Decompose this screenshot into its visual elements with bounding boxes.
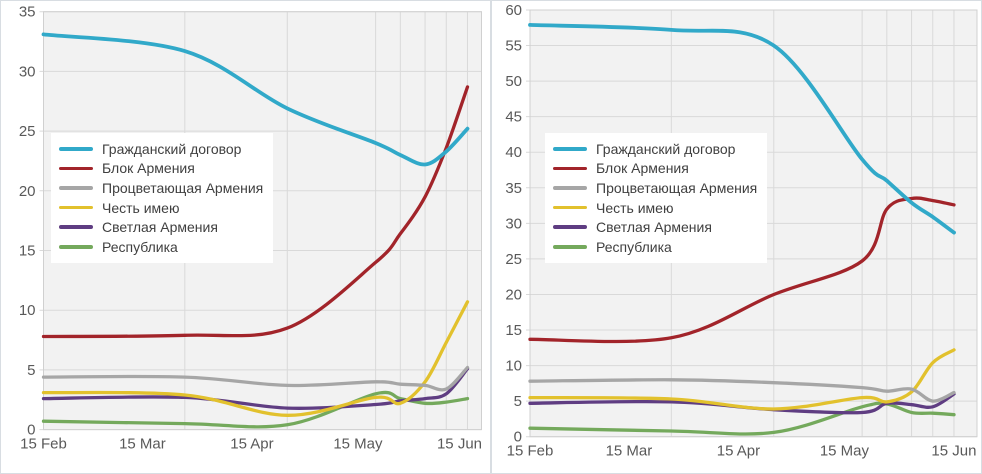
legend-label: Честь имею (102, 199, 180, 216)
legend-item-2: Процветающая Армения (553, 178, 757, 198)
legend-label: Блок Армения (596, 160, 689, 177)
series-line-1 (41, 85, 470, 339)
y-tick-label: 10 (19, 302, 36, 319)
legend-label: Процветающая Армения (102, 179, 264, 196)
legend-label: Гражданский договор (102, 140, 242, 157)
legend-label: Гражданский договор (596, 140, 736, 157)
legend-item-0: Гражданский договор (553, 139, 757, 159)
series-line-0 (528, 23, 956, 235)
y-tick-label: 40 (505, 144, 522, 161)
series-line-5 (528, 401, 956, 436)
legend-label: Светлая Армения (102, 219, 218, 236)
x-tick-label: 15 Jun (437, 436, 482, 453)
legend-line-swatch (59, 205, 93, 210)
y-tick-label: 0 (27, 422, 35, 439)
y-tick-label: 30 (505, 215, 522, 232)
legend-label: Честь имею (596, 199, 674, 216)
legend-item-2: Процветающая Армения (59, 178, 263, 198)
legend-item-1: Блок Армения (59, 159, 263, 179)
legend-line-swatch (59, 225, 93, 229)
x-tick-label: 15 Mar (119, 436, 166, 453)
legend-item-1: Блок Армения (553, 159, 757, 179)
legend-left: Гражданский договор Блок Армения Процветаю… (51, 133, 274, 263)
legend-item-0: Гражданский договор (59, 139, 263, 159)
y-tick-label: 25 (505, 251, 522, 268)
y-tick-label: 15 (19, 243, 36, 260)
x-tick-label: 15 May (333, 436, 383, 453)
y-tick-label: 10 (505, 358, 522, 375)
legend-line-swatch (553, 225, 587, 229)
y-tick-label: 5 (514, 393, 522, 410)
x-tick-label: 15 Apr (717, 443, 760, 460)
y-tick-label: 30 (19, 63, 36, 80)
legend-line-swatch (553, 245, 587, 249)
legend-label: Республика (102, 238, 178, 255)
legend-item-3: Честь имею (553, 198, 757, 218)
legend-right: Гражданский договор Блок Армения Процветаю… (545, 133, 768, 263)
series-line-5 (41, 390, 470, 429)
y-tick-label: 5 (27, 362, 35, 379)
legend-line-swatch (59, 166, 93, 171)
series-line-4 (41, 367, 470, 410)
x-tick-label: 15 Feb (507, 443, 554, 460)
legend-line-swatch (59, 245, 93, 249)
plot-border (43, 11, 482, 431)
plot-border (529, 9, 978, 438)
legend-line-swatch (59, 186, 93, 190)
series-line-3 (528, 348, 956, 411)
legend-line-swatch (59, 147, 93, 151)
y-tick-label: 20 (505, 286, 522, 303)
x-tick-label: 15 Mar (606, 443, 653, 460)
legend-line-swatch (553, 166, 587, 171)
legend-line-swatch (553, 205, 587, 210)
legend-item-4: Светлая Армения (59, 217, 263, 237)
legend-line-swatch (553, 147, 587, 151)
y-tick-label: 45 (505, 109, 522, 126)
legend-label: Процветающая Армения (596, 179, 758, 196)
legend-label: Блок Армения (102, 160, 195, 177)
legend-item-4: Светлая Армения (553, 217, 757, 237)
y-tick-label: 20 (19, 183, 36, 200)
y-tick-label: 60 (505, 2, 522, 19)
legend-line-swatch (553, 186, 587, 190)
y-tick-label: 35 (19, 4, 36, 21)
chart-panel-left: 0 5 10 15 20 25 30 35 15 Feb 15 Mar 15 Apr 15 May 15… (0, 0, 491, 474)
legend-item-5: Республика (553, 237, 757, 257)
x-tick-label: 15 Apr (230, 436, 273, 453)
series-line-3 (41, 300, 470, 417)
legend-label: Светлая Армения (596, 219, 712, 236)
y-tick-label: 55 (505, 38, 522, 55)
chart-panel-right: 0 5 10 15 20 25 30 35 40 45 50 55 60 15 Feb 15 Mar 15 A… (491, 0, 982, 474)
series-line-1 (528, 196, 956, 344)
y-tick-label: 25 (19, 123, 36, 140)
y-tick-label: 15 (505, 322, 522, 339)
y-tick-label: 50 (505, 73, 522, 90)
x-tick-label: 15 May (820, 443, 870, 460)
legend-label: Республика (596, 238, 672, 255)
series-line-2 (528, 378, 956, 403)
x-tick-label: 15 Feb (20, 436, 67, 453)
legend-item-5: Республика (59, 237, 263, 257)
series-line-0 (41, 32, 470, 167)
legend-item-3: Честь имею (59, 198, 263, 218)
series-line-2 (41, 365, 470, 392)
x-tick-label: 15 Jun (931, 443, 976, 460)
y-tick-label: 0 (514, 429, 522, 446)
y-tick-label: 35 (505, 180, 522, 197)
series-line-4 (528, 392, 956, 415)
